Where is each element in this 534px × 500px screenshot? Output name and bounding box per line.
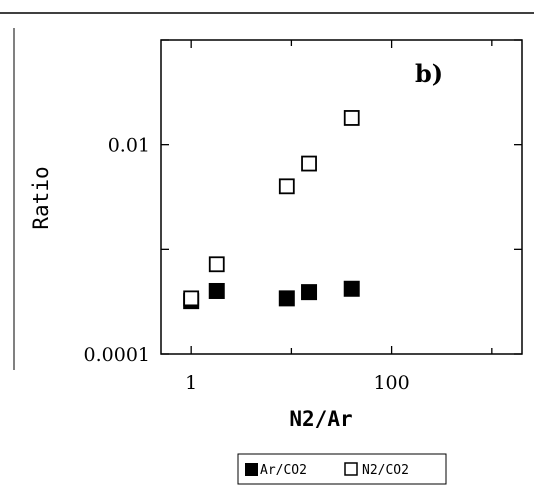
point-ar-co2 <box>278 290 295 307</box>
point-ar-co2 <box>208 282 225 299</box>
point-n2-co2 <box>278 178 295 195</box>
y-axis-label: Ratio <box>29 166 53 229</box>
data-markers <box>183 110 360 310</box>
legend-marker-n2-co2 <box>344 462 358 476</box>
annotation-label: b) <box>415 59 443 88</box>
y-tick-label: 0.0001 <box>84 344 150 366</box>
legend-label-n2-co2: N2/CO2 <box>362 463 409 478</box>
x-axis-label: N2/Ar <box>289 407 352 431</box>
axis-ticks <box>161 39 522 355</box>
x-tick-label: 1 <box>185 372 197 394</box>
point-n2-co2 <box>343 110 360 126</box>
x-tick-label: 100 <box>373 372 409 394</box>
point-n2-co2 <box>183 290 200 307</box>
legend-marker-ar-co2 <box>245 463 258 476</box>
axis-tick-labels: 1 100 0.0001 0.01 <box>84 135 410 394</box>
point-ar-co2 <box>343 280 360 297</box>
legend-label-ar-co2: Ar/CO2 <box>260 463 307 478</box>
legend-box <box>237 453 447 485</box>
y-tick-label: 0.01 <box>108 135 150 157</box>
point-ar-co2 <box>301 284 318 301</box>
point-n2-co2 <box>208 256 225 273</box>
legend: Ar/CO2 N2/CO2 <box>237 453 447 485</box>
plot-area <box>160 39 523 355</box>
point-n2-co2 <box>301 155 317 172</box>
